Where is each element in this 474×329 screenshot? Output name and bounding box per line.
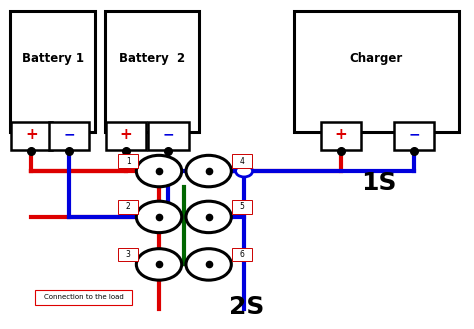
Text: +: + [119,127,132,142]
FancyBboxPatch shape [11,122,52,150]
Text: 6: 6 [240,250,245,259]
Text: −: − [163,127,174,141]
FancyBboxPatch shape [118,247,138,261]
Text: Charger: Charger [350,52,403,64]
Text: 3: 3 [126,250,131,259]
FancyBboxPatch shape [294,11,459,132]
Text: 1S: 1S [361,170,397,194]
FancyBboxPatch shape [148,122,189,150]
FancyBboxPatch shape [232,247,252,261]
Text: +: + [335,127,347,142]
FancyBboxPatch shape [118,200,138,214]
Circle shape [186,155,231,187]
FancyBboxPatch shape [321,122,361,150]
Text: 5: 5 [240,202,245,212]
Text: Battery 1: Battery 1 [22,52,84,64]
Circle shape [137,249,182,280]
Text: 4: 4 [240,157,245,165]
Text: 2: 2 [126,202,131,212]
Text: −: − [409,127,420,141]
Circle shape [186,249,231,280]
FancyBboxPatch shape [394,122,434,150]
Text: Connection to the load: Connection to the load [44,294,123,300]
Circle shape [137,201,182,233]
Text: 1: 1 [126,157,131,165]
FancyBboxPatch shape [35,290,132,305]
Text: +: + [25,127,38,142]
Text: Battery  2: Battery 2 [119,52,185,64]
FancyBboxPatch shape [10,11,95,132]
Text: −: − [64,127,75,141]
FancyBboxPatch shape [105,11,199,132]
FancyBboxPatch shape [232,200,252,214]
Circle shape [236,165,253,177]
Text: 2S: 2S [229,295,264,319]
Circle shape [137,155,182,187]
FancyBboxPatch shape [232,154,252,168]
FancyBboxPatch shape [118,154,138,168]
FancyBboxPatch shape [106,122,146,150]
FancyBboxPatch shape [49,122,89,150]
Circle shape [186,201,231,233]
